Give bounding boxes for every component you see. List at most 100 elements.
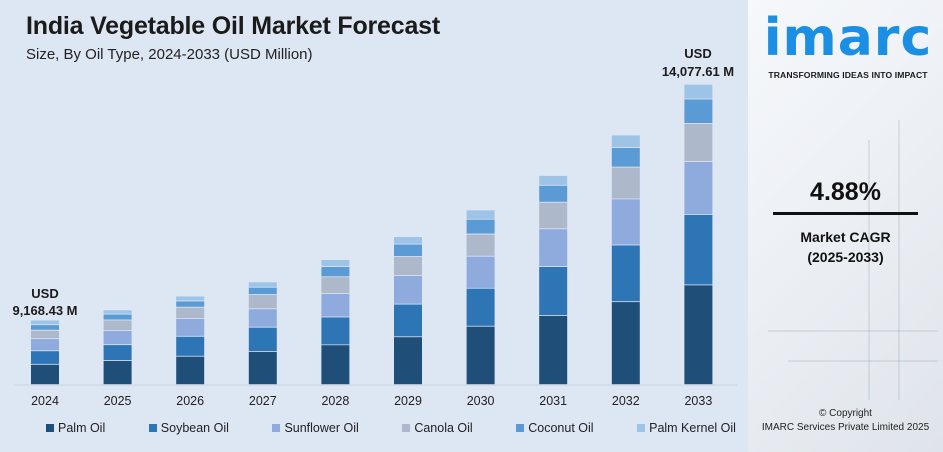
- legend-swatch: [402, 424, 411, 432]
- bar-segment-canola-oil-2025: [103, 320, 132, 331]
- bar-segment-palm-oil-2033: [684, 285, 713, 385]
- bar-segment-palm-kernel-oil-2024: [31, 320, 59, 325]
- bar-segment-palm-kernel-oil-2025: [103, 310, 132, 314]
- bar-segment-soybean-oil-2028: [321, 317, 350, 345]
- bar-segment-palm-kernel-oil-2033: [684, 84, 713, 99]
- bar-segment-canola-oil-2028: [321, 277, 350, 294]
- bar-segment-palm-oil-2032: [611, 302, 640, 385]
- stacked-bar-plot: 2024 2025 2026 2027 2028 2029 2030 2031 2032 2033…: [12, 46, 737, 408]
- cagr-label-line2: (2025-2033): [807, 249, 884, 265]
- bar-segment-palm-kernel-oil-2028: [321, 260, 350, 266]
- legend-label: Palm Oil: [58, 421, 106, 435]
- bar-segment-palm-oil-2030: [466, 326, 495, 385]
- x-tick-label: 2024: [31, 394, 59, 408]
- bar-segment-palm-kernel-oil-2031: [539, 175, 568, 185]
- bar-segment-canola-oil-2030: [466, 234, 495, 256]
- x-tick-label: 2029: [394, 394, 422, 408]
- bar-segment-coconut-oil-2032: [611, 148, 640, 167]
- legend-item: Soybean Oil: [148, 421, 229, 435]
- decor-line: [898, 120, 900, 400]
- bar-segment-soybean-oil-2033: [684, 214, 713, 285]
- bar-segment-canola-oil-2031: [539, 202, 568, 229]
- last-bar-label-value: 14,077.61 M: [662, 64, 734, 79]
- bar-segment-coconut-oil-2027: [248, 287, 277, 295]
- bar-segment-sunflower-oil-2028: [321, 293, 350, 317]
- bar-segment-palm-oil-2024: [31, 364, 59, 385]
- chart-subtitle: Size, By Oil Type, 2024-2033 (USD Millio…: [26, 46, 313, 63]
- bar-segment-soybean-oil-2031: [539, 267, 568, 315]
- bar-segment-coconut-oil-2029: [394, 244, 422, 257]
- legend-swatch: [637, 424, 646, 432]
- bar-segment-palm-oil-2028: [321, 345, 350, 385]
- copyright: © Copyright IMARC Services Private Limit…: [748, 407, 943, 435]
- bar-segment-canola-oil-2029: [394, 256, 422, 276]
- bar-segment-canola-oil-2027: [248, 295, 277, 309]
- legend-swatch: [272, 424, 281, 432]
- bar-segment-sunflower-oil-2032: [611, 199, 640, 245]
- copyright-line2: IMARC Services Private Limited 2025: [761, 422, 930, 433]
- cagr-value: 4.88%: [810, 178, 881, 206]
- x-tick-label: 2028: [321, 394, 349, 408]
- legend-swatch: [516, 424, 525, 432]
- bar-segment-coconut-oil-2024: [31, 325, 59, 330]
- bar-segment-sunflower-oil-2026: [176, 318, 205, 336]
- bar-segment-coconut-oil-2030: [466, 219, 495, 234]
- x-tick-label: 2030: [467, 394, 495, 408]
- bar-segment-sunflower-oil-2024: [31, 339, 59, 351]
- bar-segment-soybean-oil-2030: [466, 288, 495, 326]
- cagr-divider: [773, 212, 918, 215]
- legend-item: Coconut Oil: [516, 421, 594, 435]
- bar-segment-coconut-oil-2025: [103, 314, 132, 320]
- bar-segment-sunflower-oil-2029: [394, 275, 422, 304]
- decor-line: [868, 140, 870, 400]
- imarc-logo: imarc: [763, 8, 933, 68]
- bar-segment-coconut-oil-2033: [684, 99, 713, 123]
- x-tick-label: 2031: [539, 394, 567, 408]
- legend-item: Palm Oil: [46, 421, 105, 435]
- legend-item: Palm Kernel Oil: [637, 421, 736, 435]
- bar-segment-palm-oil-2031: [539, 315, 568, 385]
- chart-title: India Vegetable Oil Market Forecast: [26, 12, 440, 40]
- legend-item: Canola Oil: [402, 421, 473, 435]
- legend-label: Sunflower Oil: [284, 421, 359, 435]
- bar-segment-canola-oil-2032: [611, 167, 640, 199]
- x-tick-group: 2024 2025 2026 2027 2028 2029 2030 2031 2032 2033: [31, 394, 712, 408]
- bar-segment-sunflower-oil-2027: [248, 309, 277, 327]
- brand-sidebar: imarc TRANSFORMING IDEAS INTO IMPACT 4.8…: [748, 0, 943, 452]
- x-tick-label: 2026: [176, 394, 204, 408]
- legend-label: Coconut Oil: [528, 421, 594, 435]
- bar-segment-sunflower-oil-2031: [539, 229, 568, 267]
- copyright-line1: © Copyright: [819, 408, 872, 419]
- bar-segment-canola-oil-2026: [176, 307, 205, 319]
- bar-group: [31, 84, 713, 385]
- bar-segment-palm-kernel-oil-2032: [611, 135, 640, 148]
- logo-tagline: TRANSFORMING IDEAS INTO IMPACT: [768, 70, 928, 80]
- bar-segment-palm-oil-2026: [176, 356, 205, 385]
- bar-segment-sunflower-oil-2025: [103, 330, 132, 345]
- bar-segment-canola-oil-2024: [31, 330, 59, 339]
- logo-block: imarc TRANSFORMING IDEAS INTO IMPACT: [758, 8, 938, 80]
- bar-segment-coconut-oil-2028: [321, 266, 350, 277]
- first-bar-label-value: 9,168.43 M: [12, 303, 77, 318]
- x-tick-label: 2032: [612, 394, 640, 408]
- legend: Palm Oil Soybean Oil Sunflower Oil Canola O…: [46, 421, 736, 435]
- x-tick-label: 2027: [249, 394, 277, 408]
- bar-segment-soybean-oil-2025: [103, 345, 132, 361]
- bar-segment-soybean-oil-2027: [248, 327, 277, 351]
- cagr-label: Market CAGR (2025-2033): [748, 227, 943, 267]
- bar-segment-canola-oil-2033: [684, 123, 713, 162]
- bar-segment-soybean-oil-2029: [394, 304, 422, 337]
- bar-segment-coconut-oil-2026: [176, 301, 205, 307]
- bar-segment-sunflower-oil-2030: [466, 256, 495, 288]
- first-bar-label-unit: USD: [31, 286, 58, 301]
- bar-segment-palm-oil-2027: [248, 351, 277, 385]
- x-tick-label: 2033: [684, 394, 712, 408]
- decor-line: [768, 330, 938, 332]
- bar-segment-soybean-oil-2026: [176, 336, 205, 356]
- decor-line: [788, 360, 938, 362]
- last-bar-label-unit: USD: [684, 46, 711, 61]
- legend-swatch: [46, 424, 54, 432]
- bar-segment-palm-oil-2025: [103, 361, 132, 385]
- x-tick-label: 2025: [104, 394, 132, 408]
- bar-segment-palm-kernel-oil-2027: [248, 282, 277, 287]
